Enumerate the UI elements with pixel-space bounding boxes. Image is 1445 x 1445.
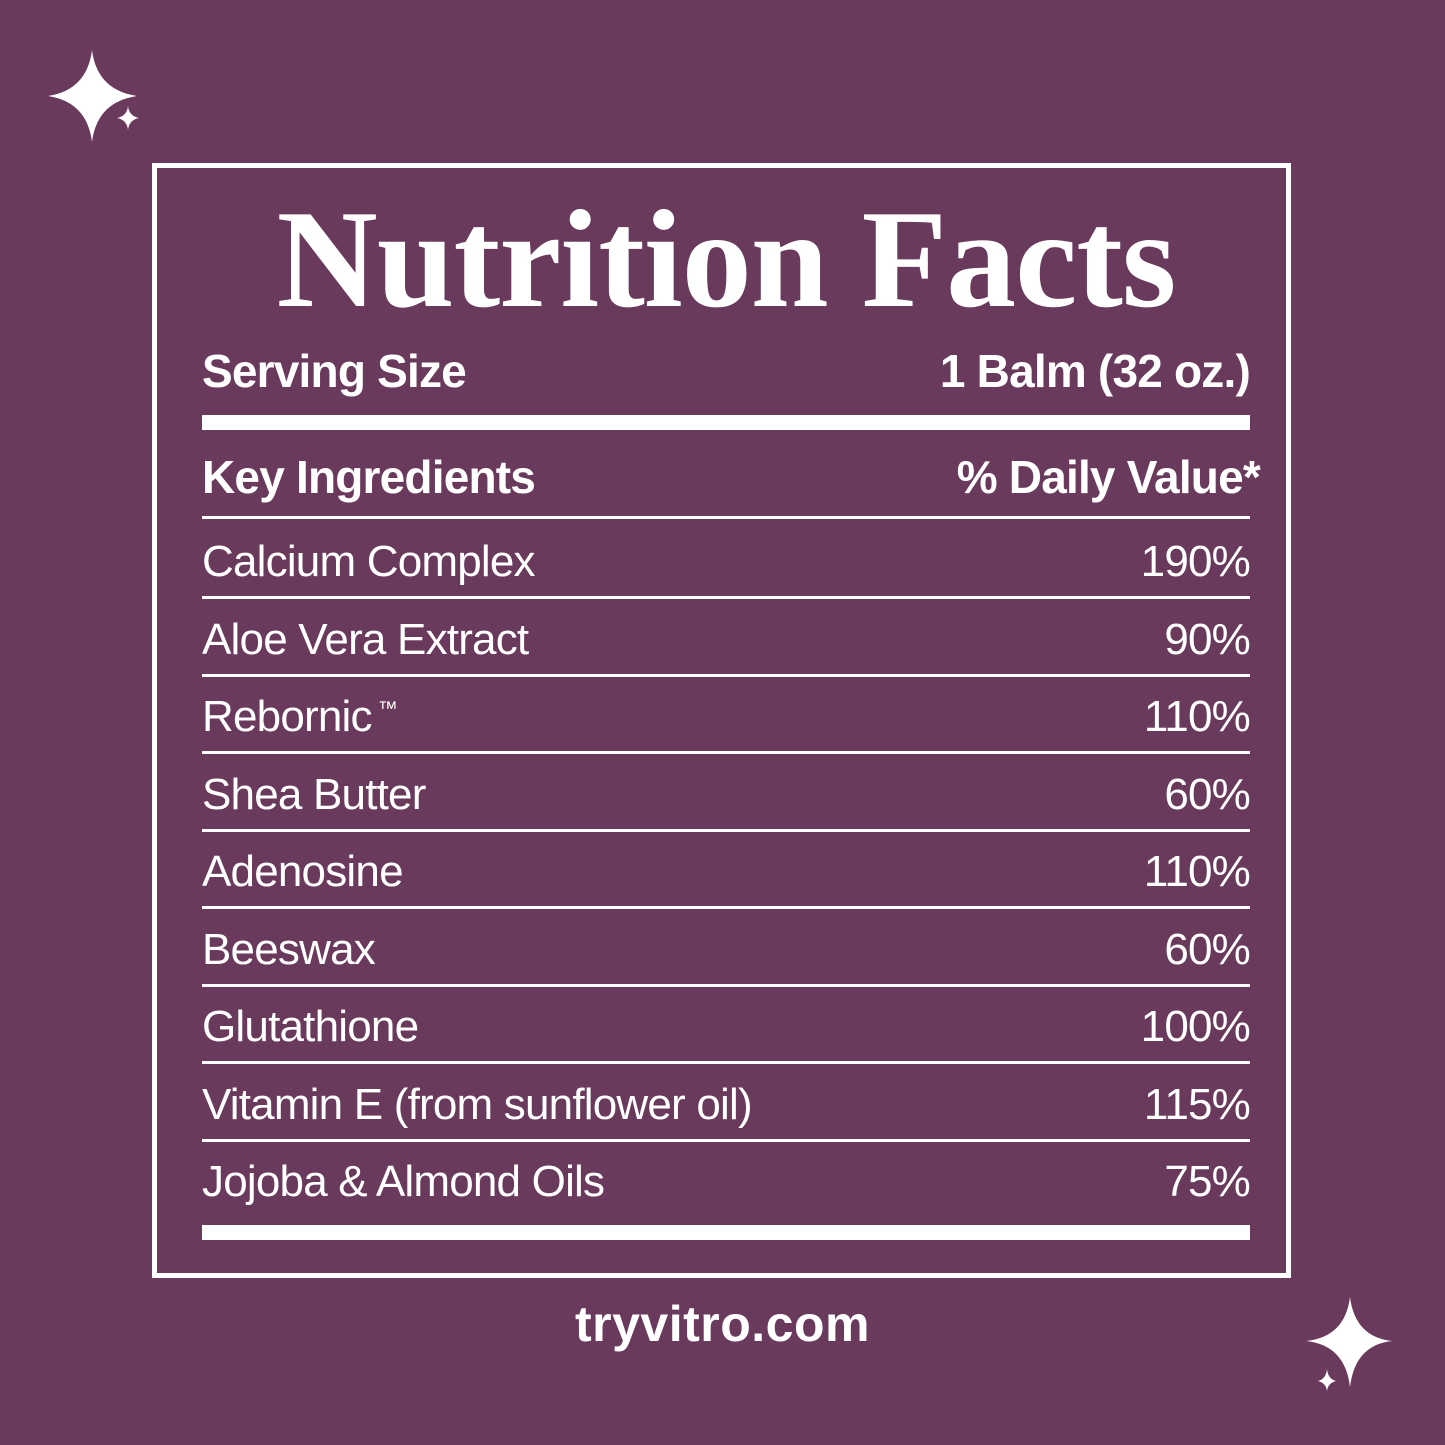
ingredient-row: Vitamin E (from sunflower oil) 115%	[202, 1075, 1251, 1135]
divider	[202, 906, 1250, 909]
ingredient-daily-value: 60%	[1164, 924, 1250, 974]
divider	[202, 673, 1250, 677]
ingredient-daily-value: 190%	[1140, 537, 1251, 586]
sparkle-icon	[1306, 1297, 1392, 1391]
ingredient-row: Adenosine 110%	[202, 842, 1251, 902]
ingredient-name: Aloe Vera Extract	[202, 614, 529, 665]
divider	[202, 516, 1250, 519]
page-title: Nutrition Facts	[276, 182, 1177, 337]
trademark-mark: ™	[377, 698, 398, 720]
ingredient-row: Rebornic ™ 110%	[202, 687, 1251, 747]
ingredient-daily-value: 115%	[1143, 1079, 1251, 1129]
ingredient-row: Aloe Vera Extract 90%	[202, 610, 1251, 670]
ingredient-daily-value: 75%	[1164, 1157, 1250, 1206]
serving-size-label: Serving Size	[202, 345, 467, 397]
ingredient-name-text: Rebornic	[202, 692, 372, 741]
ingredient-daily-value: 100%	[1140, 1002, 1251, 1051]
divider-thick	[202, 415, 1250, 430]
ingredient-daily-value: 90%	[1164, 614, 1250, 664]
ingredient-row: Calcium Complex 190%	[202, 532, 1251, 592]
ingredient-name: Adenosine	[202, 847, 404, 897]
divider	[202, 751, 1250, 754]
ingredient-name-text: Shea Butter	[202, 769, 426, 819]
divider	[202, 1061, 1250, 1064]
ingredient-name: Shea Butter	[202, 770, 426, 820]
ingredient-daily-value: 110%	[1143, 847, 1251, 896]
divider	[202, 828, 1250, 832]
ingredient-row: Jojoba & Almond Oils 75%	[202, 1152, 1251, 1212]
ingredient-name-text: Beeswax	[202, 924, 376, 974]
ingredient-row: Shea Butter 60%	[202, 765, 1251, 825]
ingredient-name-text: Jojoba & Almond Oils	[202, 1157, 605, 1206]
ingredient-row: Beeswax 60%	[202, 920, 1251, 980]
key-ingredients-header: Key Ingredients	[202, 451, 536, 503]
sparkle-icon	[48, 50, 139, 142]
ingredient-daily-value: 110%	[1143, 692, 1251, 741]
ingredient-name-text: Glutathione	[202, 1002, 419, 1051]
ingredient-name: Jojoba & Almond Oils	[202, 1157, 605, 1207]
ingredient-name: Beeswax	[202, 924, 376, 975]
serving-size-value: 1 Balm (32 oz.)	[939, 345, 1251, 397]
column-header-row: Key Ingredients % Daily Value*	[202, 447, 1261, 507]
divider	[202, 983, 1250, 987]
divider-thick	[202, 1225, 1250, 1240]
ingredient-row: Glutathione 100%	[202, 997, 1251, 1057]
label-frame	[152, 163, 1291, 1278]
daily-value-header: % Daily Value*	[956, 451, 1261, 503]
ingredient-name: Calcium Complex	[202, 537, 536, 587]
ingredient-name: Vitamin E (from sunflower oil)	[202, 1079, 753, 1130]
ingredient-name-text: Vitamin E (from sunflower oil)	[202, 1079, 753, 1129]
ingredient-name: Rebornic ™	[202, 692, 398, 742]
ingredient-name-text: Adenosine	[202, 847, 404, 896]
ingredient-name: Glutathione	[202, 1002, 419, 1052]
ingredient-daily-value: 60%	[1164, 769, 1250, 819]
divider	[202, 1138, 1250, 1142]
ingredient-name-text: Calcium Complex	[202, 537, 536, 586]
divider	[202, 596, 1250, 599]
website-link[interactable]: tryvitro.com	[575, 1296, 870, 1352]
ingredient-name-text: Aloe Vera Extract	[202, 614, 529, 664]
serving-size-row: Serving Size 1 Balm (32 oz.)	[202, 341, 1251, 401]
